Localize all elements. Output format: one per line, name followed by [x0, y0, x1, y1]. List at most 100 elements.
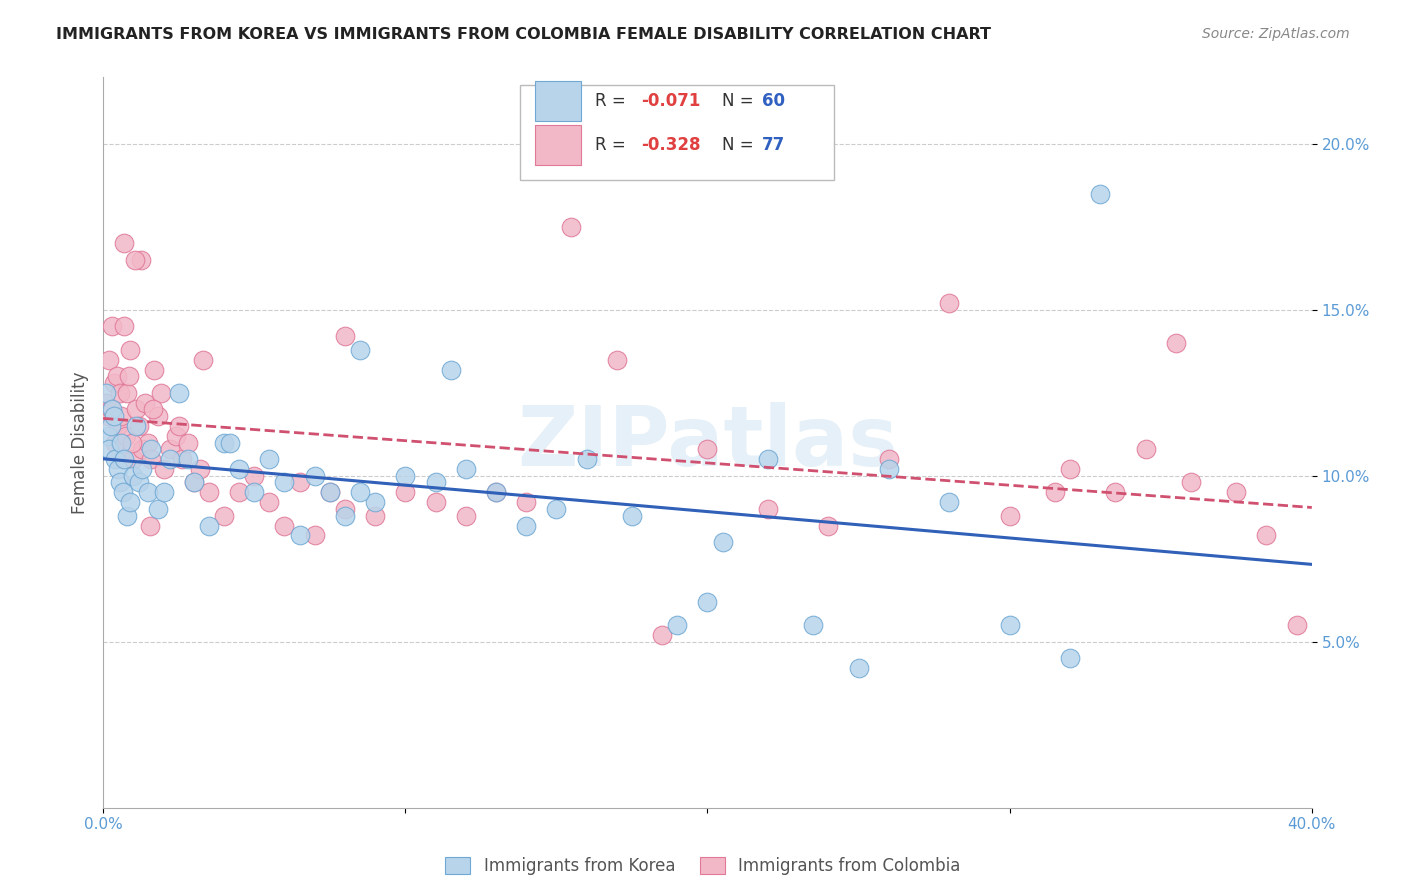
Point [546, 502, 568, 516]
Point [333, 329, 356, 343]
Point [141, 452, 163, 467]
Point [349, 485, 371, 500]
Point [319, 485, 342, 500]
Point [219, 435, 242, 450]
Point [159, 442, 181, 457]
Point [107, 462, 129, 476]
Point [146, 502, 169, 516]
Point [98, 352, 121, 367]
Point [711, 535, 734, 549]
Point [112, 236, 135, 251]
Point [128, 475, 150, 490]
Point [485, 485, 508, 500]
Point [94, 395, 117, 409]
Point [212, 508, 235, 523]
Point [319, 485, 342, 500]
Point [243, 468, 266, 483]
Point [177, 452, 200, 467]
Point [485, 485, 508, 500]
Point [114, 429, 136, 443]
Text: N =: N = [721, 136, 759, 154]
Point [100, 402, 122, 417]
Point [454, 462, 477, 476]
Point [304, 468, 326, 483]
Point [111, 452, 134, 467]
Point [1180, 475, 1202, 490]
Point [1164, 336, 1187, 351]
Point [848, 661, 870, 675]
Text: ZIPatlas: ZIPatlas [517, 402, 898, 483]
FancyBboxPatch shape [534, 80, 581, 120]
Point [212, 435, 235, 450]
Point [120, 343, 142, 357]
Point [394, 468, 416, 483]
Point [152, 485, 174, 500]
Point [515, 518, 537, 533]
Point [105, 369, 128, 384]
Point [120, 495, 142, 509]
Point [97, 409, 120, 423]
Point [228, 462, 250, 476]
Point [139, 518, 162, 533]
Point [138, 435, 160, 450]
Point [425, 495, 447, 509]
FancyBboxPatch shape [534, 125, 581, 165]
Point [138, 485, 160, 500]
Point [107, 419, 129, 434]
Point [273, 518, 295, 533]
Point [101, 402, 124, 417]
Point [333, 502, 356, 516]
Point [1059, 462, 1081, 476]
Point [149, 385, 172, 400]
Point [141, 442, 163, 457]
Point [177, 435, 200, 450]
Point [98, 442, 121, 457]
Point [125, 402, 148, 417]
Point [801, 618, 824, 632]
Point [998, 508, 1021, 523]
Point [110, 409, 132, 423]
Point [364, 495, 387, 509]
Point [103, 409, 125, 423]
Point [228, 485, 250, 500]
Point [259, 495, 281, 509]
Text: 77: 77 [762, 136, 785, 154]
Point [165, 429, 187, 443]
Point [998, 618, 1021, 632]
Point [1285, 618, 1308, 632]
Point [243, 485, 266, 500]
Point [108, 475, 131, 490]
Point [131, 442, 153, 457]
Text: R =: R = [595, 136, 631, 154]
Point [167, 419, 190, 434]
Text: N =: N = [721, 92, 759, 110]
Point [333, 508, 356, 523]
Point [191, 352, 214, 367]
Point [97, 429, 120, 443]
Point [110, 435, 132, 450]
Point [112, 319, 135, 334]
Point [108, 385, 131, 400]
Point [696, 595, 718, 609]
Point [756, 452, 779, 467]
Point [131, 462, 153, 476]
Point [756, 502, 779, 516]
Text: -0.071: -0.071 [641, 92, 700, 110]
Point [188, 462, 211, 476]
Point [146, 409, 169, 423]
Point [103, 376, 125, 390]
Text: Source: ZipAtlas.com: Source: ZipAtlas.com [1202, 27, 1350, 41]
Point [1043, 485, 1066, 500]
Point [167, 385, 190, 400]
Point [170, 452, 193, 467]
Point [104, 452, 127, 467]
Point [620, 508, 643, 523]
Point [94, 385, 117, 400]
Point [454, 508, 477, 523]
Point [124, 252, 146, 267]
Point [143, 362, 166, 376]
Point [142, 402, 165, 417]
Point [606, 352, 628, 367]
Point [364, 508, 387, 523]
Point [288, 475, 311, 490]
